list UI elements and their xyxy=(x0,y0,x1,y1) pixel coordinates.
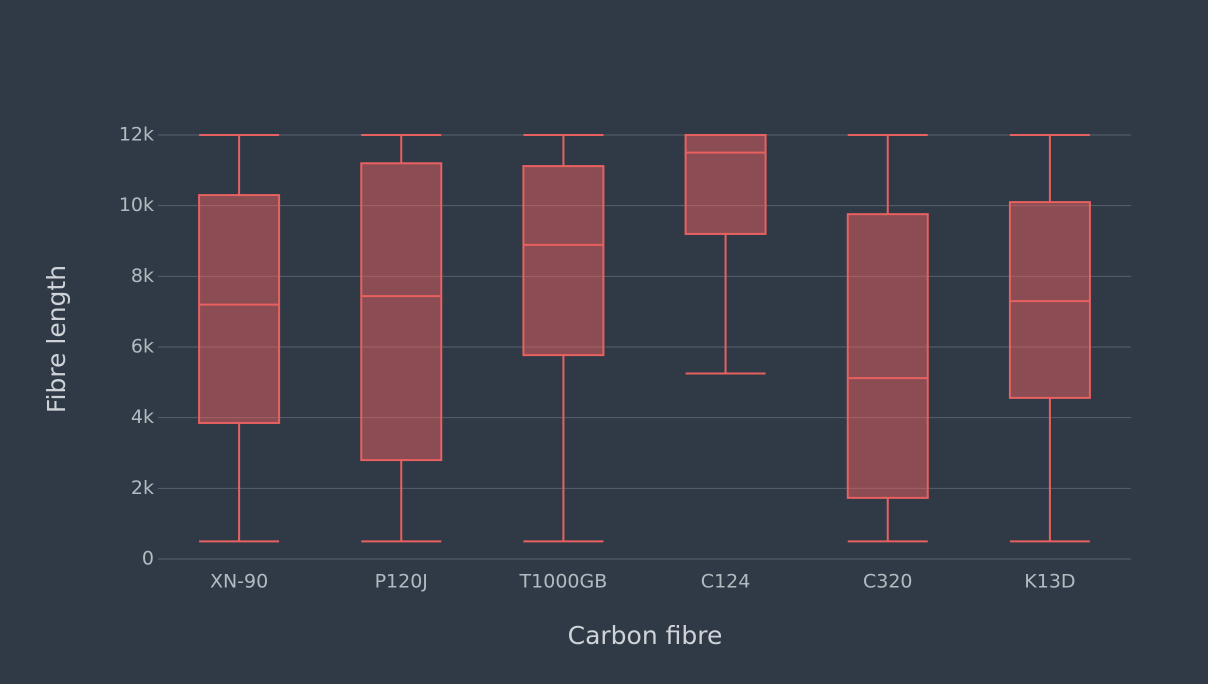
x-tick-label: K13D xyxy=(1024,571,1075,593)
x-tick-label: C124 xyxy=(701,571,751,593)
box xyxy=(522,165,605,357)
box xyxy=(684,134,767,235)
y-axis-title: Fibre length xyxy=(42,265,71,413)
x-tick-label: P120J xyxy=(375,571,428,593)
y-tick-label: 6k xyxy=(131,336,154,358)
x-tick-label: C320 xyxy=(863,571,913,593)
y-tick-label: 10k xyxy=(119,194,154,216)
y-tick-label: 4k xyxy=(131,406,154,428)
x-axis-title: Carbon fibre xyxy=(568,621,723,650)
box xyxy=(1008,201,1091,399)
x-tick-label: T1000GB xyxy=(519,571,608,593)
y-tick-label: 8k xyxy=(131,265,154,287)
y-tick-label: 0 xyxy=(142,548,154,570)
y-tick-label: 12k xyxy=(119,124,154,146)
box xyxy=(846,213,929,499)
y-tick-label: 2k xyxy=(131,477,154,499)
box xyxy=(360,162,443,462)
x-tick-label: XN-90 xyxy=(210,571,268,593)
box xyxy=(198,194,281,424)
